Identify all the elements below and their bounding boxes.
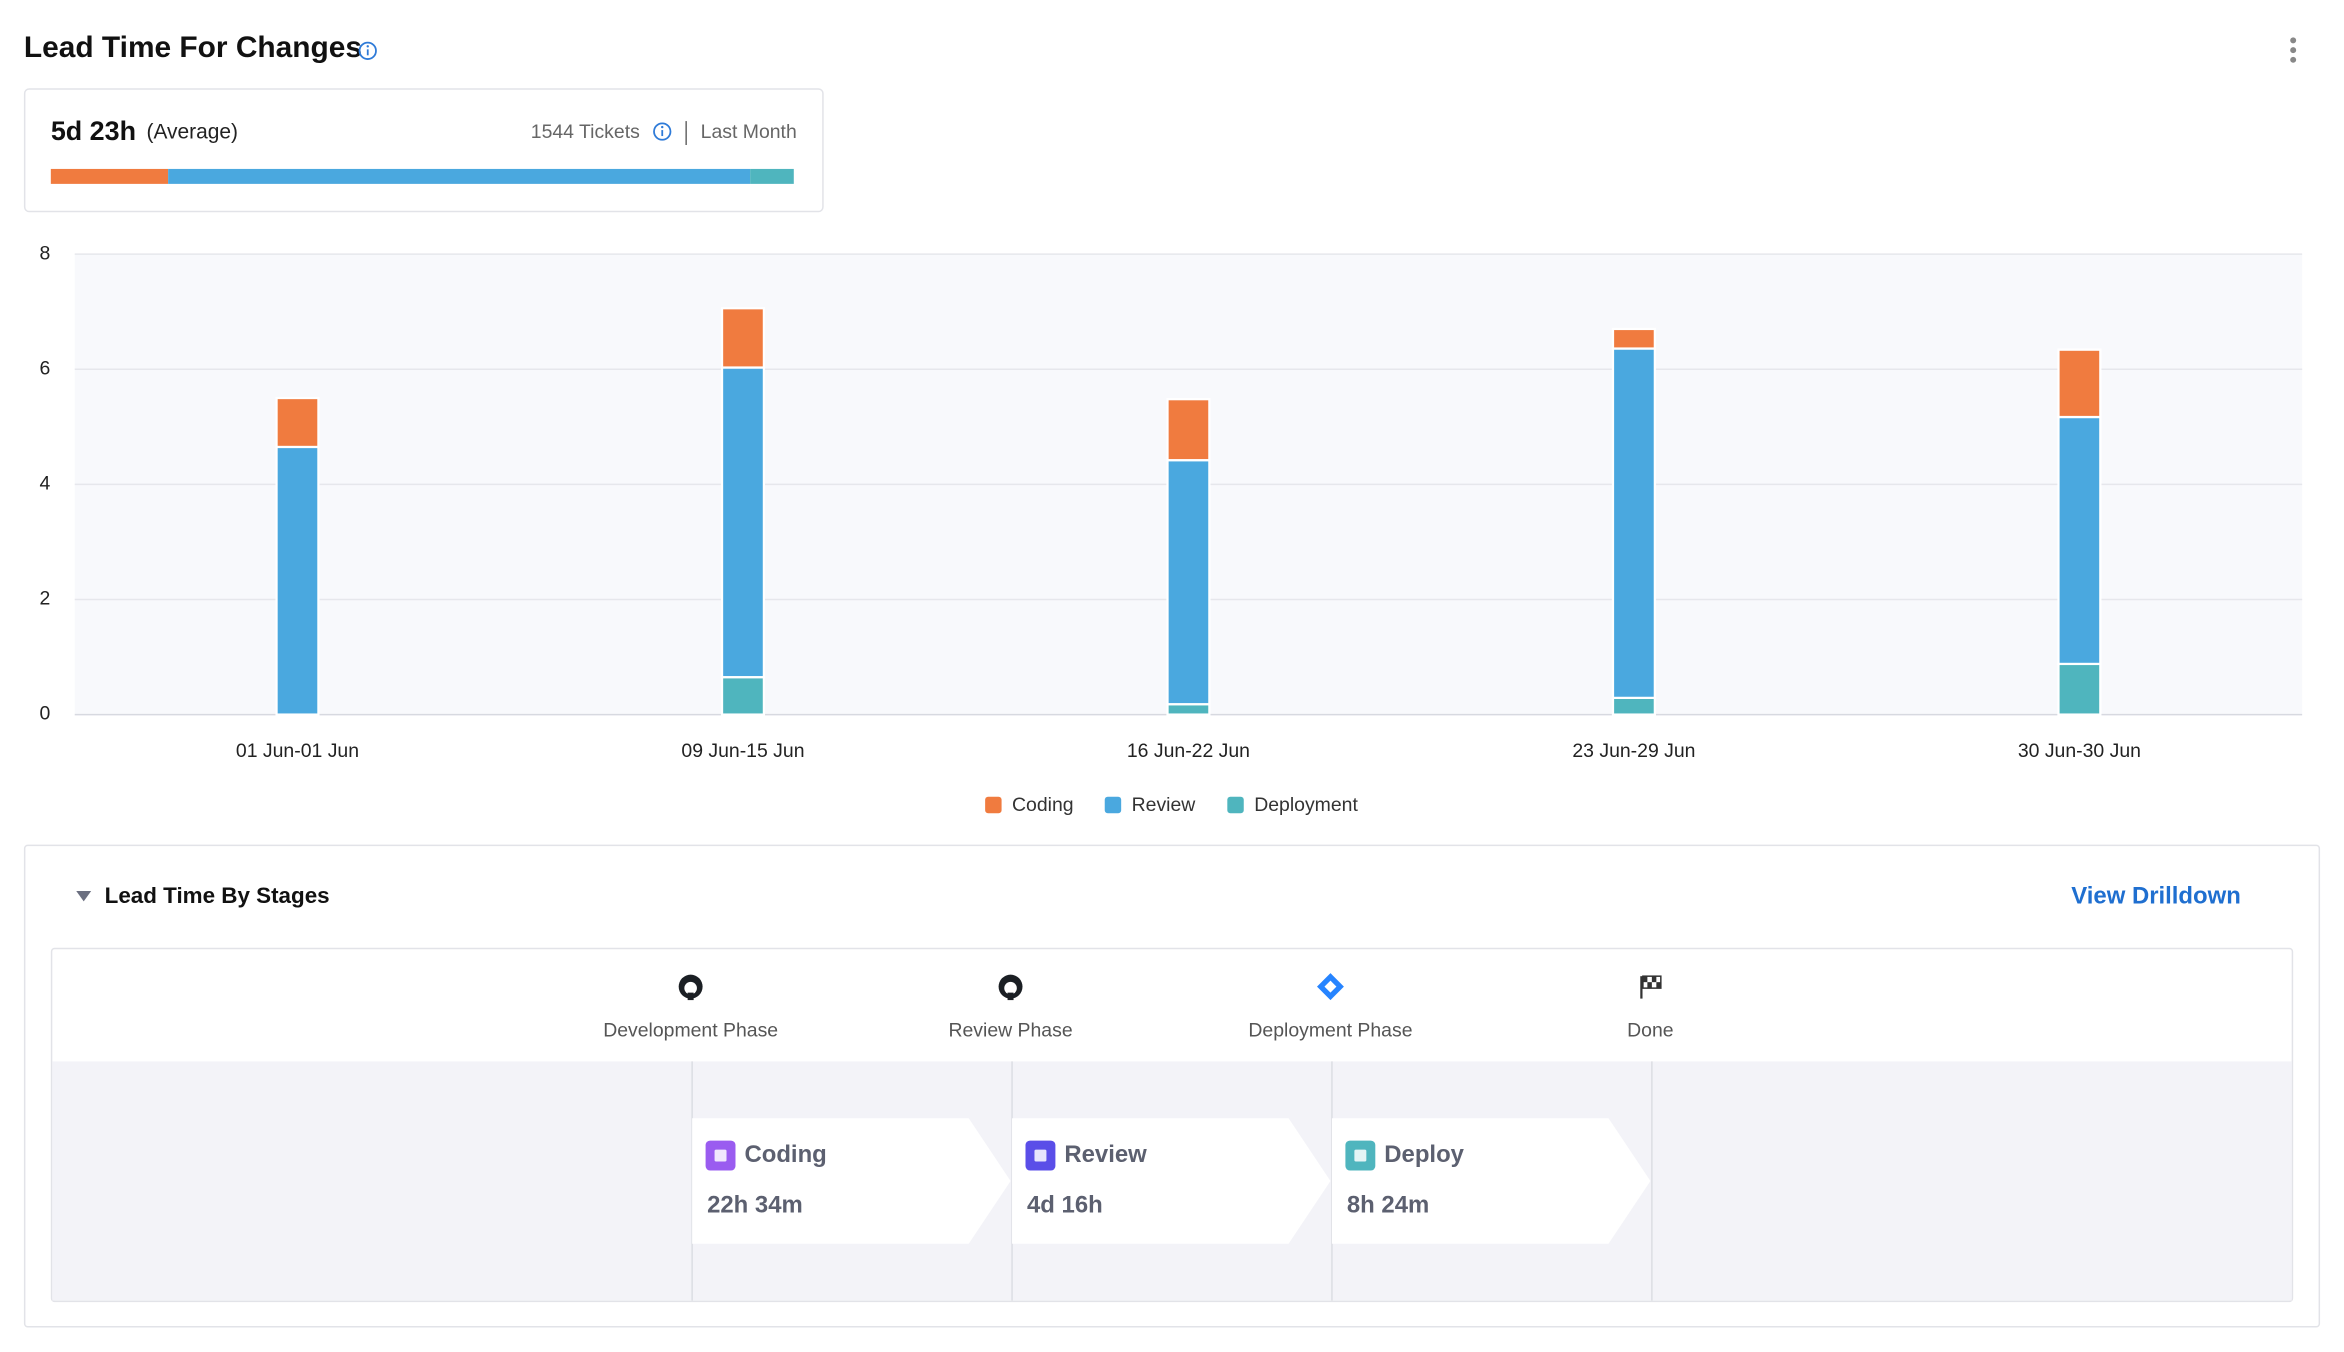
summary-card [25,89,823,212]
legend-label: Deployment [1254,794,1358,816]
y-tick-label: 0 [39,703,50,725]
bar-segment [1168,460,1210,704]
x-tick-label: 30 Jun-30 Jun [2018,740,2141,762]
bar-segment [2058,417,2100,664]
bar-segment [722,308,764,367]
x-tick-label: 23 Jun-29 Jun [1572,740,1695,762]
bar-segment [722,368,764,678]
bar-segment [1613,698,1655,715]
y-tick-label: 4 [39,472,50,494]
legend-swatch [1227,797,1243,813]
bar-segment [722,677,764,714]
menu-kebab[interactable] [2290,37,2296,62]
bar-segment [277,447,319,715]
bar-segment [1613,329,1655,349]
summary-segment [750,169,794,184]
view-drilldown[interactable]: View Drilldown [2071,882,2241,909]
stage-name: Review [1064,1141,1147,1168]
summary-segment [168,169,750,184]
phase-label: Review Phase [948,1020,1072,1042]
stage-value: 22h 34m [707,1192,803,1219]
phase-label: Deployment Phase [1248,1020,1412,1042]
y-tick-label: 6 [39,357,50,379]
y-tick-label: 8 [39,242,50,264]
summary-bar [51,169,794,184]
bar-segment [2058,350,2100,417]
summary-segment [51,169,168,184]
bar-segment [1168,399,1210,460]
stage-icon-glyph [1354,1150,1366,1162]
legend-swatch [1105,797,1121,813]
average-value: 5d 23h [51,116,136,146]
stage-icon-glyph [715,1150,727,1162]
stage-card [1332,1118,1650,1244]
bar-segment [2058,664,2100,715]
stage-icon-glyph [1034,1150,1046,1162]
legend-label: Review [1132,794,1197,816]
stage-value: 8h 24m [1347,1192,1429,1219]
bar-segment [1613,349,1655,698]
ticket-count: 1544 Tickets [531,121,640,143]
x-tick-label: 16 Jun-22 Jun [1127,740,1250,762]
title: Lead Time For Changes [24,31,362,64]
bar-segment [1168,704,1210,714]
stage-card [1012,1118,1330,1244]
stage-name: Deploy [1384,1141,1464,1168]
stages-title: Lead Time By Stages [105,883,330,908]
y-tick-label: 2 [39,588,50,610]
legend-label: Coding [1012,794,1074,816]
period: Last Month [701,121,797,143]
phase-label: Done [1627,1020,1673,1042]
bar-segment [277,398,319,447]
x-tick-label: 09 Jun-15 Jun [681,740,804,762]
average-label: (Average) [147,121,238,144]
phase-label: Development Phase [603,1020,778,1042]
x-tick-label: 01 Jun-01 Jun [236,740,359,762]
legend-swatch [985,797,1001,813]
stage-value: 4d 16h [1027,1192,1103,1219]
stage-card [692,1118,1010,1244]
stage-name: Coding [744,1141,826,1168]
